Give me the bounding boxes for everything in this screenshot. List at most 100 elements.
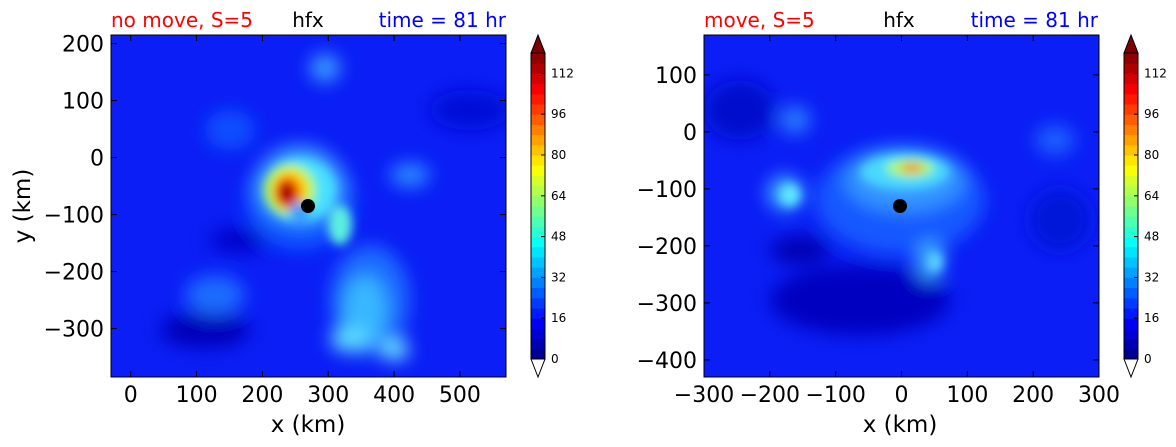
colorbar-tick-label: 32 bbox=[551, 270, 566, 284]
colorbar-segment bbox=[1124, 93, 1138, 105]
colorbar-segment bbox=[531, 318, 545, 329]
colorbar-segment bbox=[531, 185, 545, 197]
x-tick-label: 400 bbox=[373, 383, 415, 408]
colorbar-segment bbox=[1124, 246, 1138, 258]
colorbar-segment bbox=[531, 338, 545, 350]
colorbar-tick-label: 48 bbox=[1144, 230, 1159, 244]
colorbar-tick-label: 80 bbox=[551, 148, 566, 162]
colorbar-tick-label: 16 bbox=[551, 311, 566, 325]
colorbar-tick-label: 16 bbox=[1144, 311, 1159, 325]
x-tick-label: 100 bbox=[176, 383, 218, 408]
colorbar-segment bbox=[1124, 195, 1138, 207]
y-tick-label: −300 bbox=[637, 292, 697, 317]
colorbar-segment bbox=[1124, 114, 1138, 125]
colorbar-segment bbox=[531, 308, 545, 319]
colorbar-tick-label: 112 bbox=[1144, 66, 1167, 80]
colorbar-tick-label: 112 bbox=[551, 66, 574, 80]
colorbar-segment bbox=[1124, 73, 1138, 85]
colorbar-segment bbox=[531, 348, 545, 360]
colorbar-segment bbox=[1124, 216, 1138, 227]
colorbar-segment bbox=[531, 53, 545, 64]
colorbar-tick-label: 0 bbox=[551, 352, 559, 366]
colorbar-segment bbox=[531, 328, 545, 340]
y-tick-label: −400 bbox=[637, 349, 697, 374]
title-left: no move, S=5 bbox=[111, 8, 253, 32]
colorbar-segment bbox=[531, 124, 545, 136]
colorbar-tick-label: 96 bbox=[1144, 107, 1159, 121]
x-tick-label: 500 bbox=[439, 383, 481, 408]
colorbar-segment bbox=[1124, 165, 1138, 176]
colorbar-tick-label: 32 bbox=[1144, 270, 1159, 284]
colorbar-segment bbox=[531, 144, 545, 156]
colorbar-segment bbox=[1124, 267, 1138, 278]
colorbar-segment bbox=[1124, 185, 1138, 197]
colorbar-segment bbox=[531, 73, 545, 85]
colorbar-segment bbox=[1124, 124, 1138, 136]
y-tick-label: −100 bbox=[44, 204, 104, 229]
colorbar-tick-label: 0 bbox=[1144, 352, 1152, 366]
x-tick-label: 100 bbox=[946, 383, 988, 408]
title-right: time = 81 hr bbox=[379, 8, 507, 32]
y-tick-label: 0 bbox=[90, 147, 104, 172]
heatmap-field bbox=[111, 35, 506, 377]
x-axis-label: x (km) bbox=[271, 412, 346, 438]
y-tick-label: 100 bbox=[62, 90, 104, 115]
title-center: hfx bbox=[292, 8, 324, 32]
x-tick-label: 200 bbox=[241, 383, 283, 408]
colorbar-segment bbox=[531, 93, 545, 105]
colorbar-segment bbox=[1124, 175, 1138, 187]
colorbar-segment bbox=[531, 114, 545, 125]
colorbar-segment bbox=[1124, 308, 1138, 319]
colorbar-segment bbox=[531, 277, 545, 289]
colorbar: 0 16 32 48 64 80 96 112 bbox=[530, 33, 574, 379]
x-tick-label: 0 bbox=[124, 383, 138, 408]
colorbar-segment bbox=[1124, 155, 1138, 166]
colorbar-segment bbox=[531, 165, 545, 176]
colorbar-segment bbox=[531, 206, 545, 217]
colorbar-segment bbox=[531, 246, 545, 258]
colorbar-segment bbox=[531, 257, 545, 268]
title-left: move, S=5 bbox=[704, 8, 815, 32]
colorbar-segment bbox=[531, 236, 545, 248]
title-center: hfx bbox=[883, 8, 915, 32]
colorbar-segment bbox=[1124, 206, 1138, 217]
colorbar-segment bbox=[531, 267, 545, 278]
colorbar-extend-min bbox=[1123, 358, 1139, 379]
colorbar-segment bbox=[1124, 318, 1138, 329]
y-tick-label: 200 bbox=[62, 33, 104, 58]
x-tick-label: 0 bbox=[895, 383, 909, 408]
colorbar-segment bbox=[531, 155, 545, 166]
title-right: time = 81 hr bbox=[971, 8, 1099, 32]
x-tick-label: 200 bbox=[1012, 383, 1054, 408]
colorbar-segment bbox=[1124, 104, 1138, 115]
x-tick-label: 300 bbox=[307, 383, 349, 408]
panel-move: move, S=5 hfx time = 81 hr bbox=[637, 8, 1167, 438]
x-tick-label: −200 bbox=[740, 383, 800, 408]
colorbar-segment bbox=[1124, 236, 1138, 248]
colorbar-segment bbox=[531, 216, 545, 227]
colorbar-segment bbox=[1124, 348, 1138, 360]
y-tick-label: −100 bbox=[637, 178, 697, 203]
colorbar-segment bbox=[1124, 297, 1138, 309]
y-tick-label: −200 bbox=[44, 261, 104, 286]
colorbar-extend-min bbox=[530, 358, 546, 379]
colorbar-segment bbox=[531, 175, 545, 187]
colorbar: 0 16 32 48 64 80 96 112 bbox=[1123, 33, 1167, 379]
colorbar-tick-label: 64 bbox=[551, 189, 566, 203]
colorbar-segment bbox=[1124, 328, 1138, 340]
colorbar-tick-label: 80 bbox=[1144, 148, 1159, 162]
colorbar-tick-label: 96 bbox=[551, 107, 566, 121]
colorbar-segment bbox=[531, 134, 545, 146]
colorbar-segment bbox=[531, 63, 545, 74]
colorbar-segment bbox=[1124, 287, 1138, 299]
x-tick-label: −100 bbox=[805, 383, 865, 408]
colorbar-extend-max bbox=[530, 33, 546, 54]
y-tick-label: −200 bbox=[637, 235, 697, 260]
colorbar-segment bbox=[1124, 338, 1138, 350]
y-tick-label: 100 bbox=[655, 64, 697, 89]
colorbar-tick-label: 48 bbox=[551, 230, 566, 244]
colorbar-segment bbox=[1124, 257, 1138, 268]
storm-center-marker bbox=[893, 199, 907, 213]
colorbar-segment bbox=[1124, 226, 1138, 238]
